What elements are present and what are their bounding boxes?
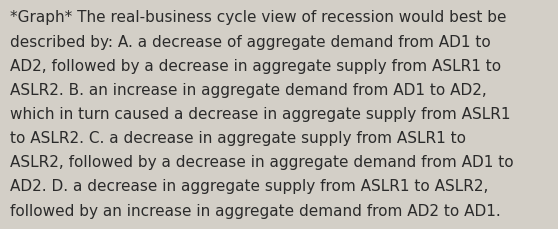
Text: AD2. D. a decrease in aggregate supply from ASLR1 to ASLR2,: AD2. D. a decrease in aggregate supply f… (10, 179, 488, 194)
Text: followed by an increase in aggregate demand from AD2 to AD1.: followed by an increase in aggregate dem… (10, 203, 501, 218)
Text: to ASLR2. C. a decrease in aggregate supply from ASLR1 to: to ASLR2. C. a decrease in aggregate sup… (10, 131, 466, 145)
Text: which in turn caused a decrease in aggregate supply from ASLR1: which in turn caused a decrease in aggre… (10, 106, 511, 121)
Text: ASLR2, followed by a decrease in aggregate demand from AD1 to: ASLR2, followed by a decrease in aggrega… (10, 155, 514, 169)
Text: ASLR2. B. an increase in aggregate demand from AD1 to AD2,: ASLR2. B. an increase in aggregate deman… (10, 82, 487, 97)
Text: *Graph* The real-business cycle view of recession would best be: *Graph* The real-business cycle view of … (10, 10, 507, 25)
Text: AD2, followed by a decrease in aggregate supply from ASLR1 to: AD2, followed by a decrease in aggregate… (10, 58, 501, 73)
Text: described by: A. a decrease of aggregate demand from AD1 to: described by: A. a decrease of aggregate… (10, 34, 491, 49)
